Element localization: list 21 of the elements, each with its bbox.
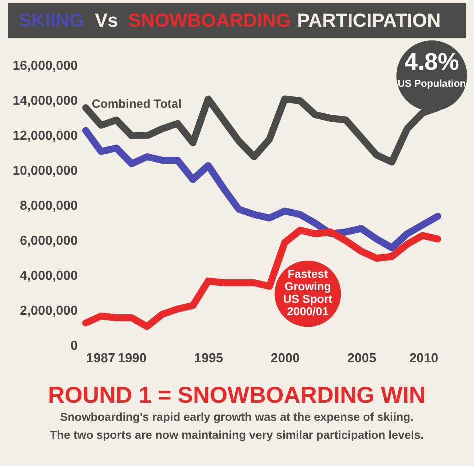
chart-title: SKIING Vs SNOWBOARDING PARTICIPATION — [18, 11, 441, 32]
annotation: Fastest Growing US Sport 2000/01 — [283, 269, 333, 318]
text: ROUND 1 = SNOWBOARDING WIN — [48, 382, 426, 408]
y-tick-label: 14,000,000 — [12, 93, 78, 108]
y-tick-label: 4,000,000 — [20, 268, 78, 283]
y-tick-label: 12,000,000 — [12, 128, 78, 143]
y-tick-label: 2,000,000 — [20, 303, 78, 318]
y-tick-label: 16,000,000 — [12, 58, 78, 73]
y-tick-label: 0 — [70, 338, 78, 353]
x-tick-label: 1995 — [194, 350, 224, 366]
y-tick-label: 8,000,000 — [20, 198, 78, 213]
series-label: Combined Total — [92, 97, 182, 111]
x-tick-label: 1987 — [86, 350, 116, 366]
y-tick-label: 10,000,000 — [12, 163, 78, 178]
y-tick-label: 6,000,000 — [20, 233, 78, 248]
x-tick-label: 2005 — [348, 350, 376, 366]
x-tick-label: 2010 — [410, 350, 438, 366]
text: Snowboarding's rapid early growth was at the expense of skiing. The two sports are now maintaining very similar participation levels. — [50, 412, 424, 442]
x-tick-label: 2000 — [270, 350, 300, 366]
annotation: 4.8% US Population — [398, 49, 466, 90]
x-tick-label: 1990 — [118, 350, 147, 366]
